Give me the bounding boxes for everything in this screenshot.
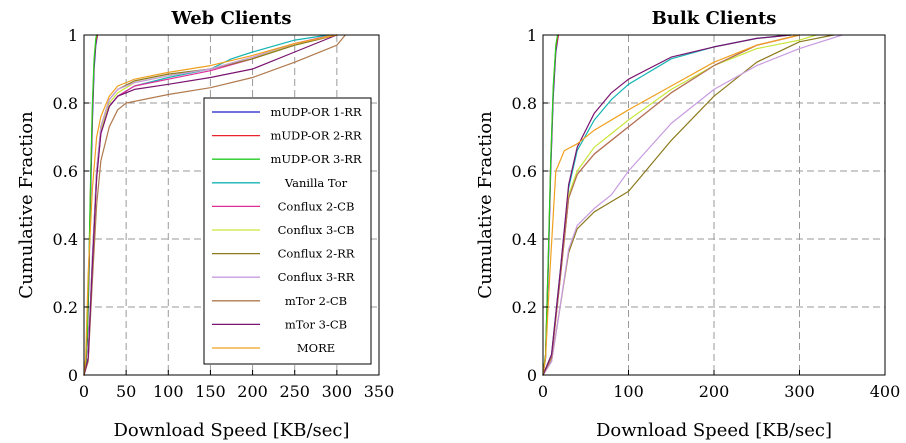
series-line-mtor-2-cb bbox=[83, 34, 346, 376]
y-tick-label: 0 bbox=[527, 366, 537, 385]
x-tick-label: 300 bbox=[784, 382, 815, 401]
y-tick-label: 0.2 bbox=[512, 298, 537, 317]
legend: mUDP-OR 1-RR mUDP-OR 2-RR mUDP-OR 3-RR Vani… bbox=[203, 97, 372, 365]
x-tick-label: 300 bbox=[322, 382, 353, 401]
legend-entry-label: mUDP-OR 2-RR bbox=[270, 129, 361, 143]
x-tick-label: 350 bbox=[364, 382, 395, 401]
series-line-mtor-3-cb bbox=[542, 34, 792, 376]
chart-title: Bulk Clients bbox=[652, 8, 777, 29]
y-tick-label: 0.4 bbox=[512, 230, 537, 249]
x-tick-label: 100 bbox=[153, 382, 184, 401]
series-line-conflux-3-cb bbox=[542, 34, 818, 376]
y-tick-label: 0.8 bbox=[512, 94, 537, 113]
series-line-mudp-or-2-rr bbox=[542, 34, 559, 376]
series-line-mtor-3-cb bbox=[83, 34, 338, 376]
legend-entry-label: mTor 3-CB bbox=[285, 317, 347, 331]
x-axis-label: Download Speed [KB/sec] bbox=[596, 420, 832, 441]
x-tick-label: 100 bbox=[613, 382, 644, 401]
y-tick-label: 0.6 bbox=[512, 162, 537, 181]
y-axis-label: Cumulative Fraction bbox=[16, 111, 37, 299]
x-tick-label: 50 bbox=[116, 382, 136, 401]
chart-bulk-clients: 0 100 200 300 400 0 0.2 0.4 0.6 0.8 1 Bulk Clients D… bbox=[475, 8, 900, 441]
y-tick-label: 0 bbox=[68, 366, 78, 385]
series-line-more bbox=[542, 34, 801, 376]
legend-entry-label: Conflux 2-RR bbox=[278, 247, 355, 261]
plot-frame bbox=[83, 34, 380, 376]
series-line-mtor-2-cb bbox=[542, 34, 801, 376]
legend-entry-label: Conflux 3-RR bbox=[278, 270, 355, 284]
y-axis-label: Cumulative Fraction bbox=[475, 111, 496, 299]
series-line-conflux-3-rr bbox=[542, 34, 843, 376]
legend-entry-label: MORE bbox=[297, 341, 335, 355]
legend-entry-label: Vanilla Tor bbox=[284, 176, 348, 190]
series-line-mudp-or-1-rr bbox=[542, 34, 559, 376]
y-tick-label: 0.4 bbox=[53, 230, 78, 249]
y-tick-label: 0.8 bbox=[53, 94, 78, 113]
y-tick-label: 1 bbox=[527, 26, 537, 45]
y-tick-label: 0.2 bbox=[53, 298, 78, 317]
x-axis-label: Download Speed [KB/sec] bbox=[114, 420, 350, 441]
series-line-conflux-2-rr bbox=[542, 34, 835, 376]
x-tick-label: 150 bbox=[195, 382, 226, 401]
x-tick-label: 0 bbox=[538, 382, 548, 401]
y-tick-label: 0.6 bbox=[53, 162, 78, 181]
legend-entry-label: mUDP-OR 3-RR bbox=[270, 152, 361, 166]
x-tick-label: 200 bbox=[237, 382, 268, 401]
legend-entry-label: Conflux 3-CB bbox=[278, 223, 355, 237]
x-tick-label: 0 bbox=[79, 382, 89, 401]
x-tick-label: 400 bbox=[870, 382, 901, 401]
x-tick-label: 200 bbox=[699, 382, 730, 401]
legend-entry-label: mUDP-OR 1-RR bbox=[270, 105, 361, 119]
x-tick-label: 250 bbox=[279, 382, 310, 401]
legend-entry-label: mTor 2-CB bbox=[285, 294, 347, 308]
series-line-more bbox=[83, 34, 338, 376]
chart-title: Web Clients bbox=[170, 8, 291, 29]
chart-web-clients: 0 50 100 150 200 250 300 350 0 0.2 0.4 0.6 0.8 1 Web C… bbox=[16, 8, 394, 441]
series-line-vanilla-tor bbox=[542, 34, 792, 376]
y-tick-label: 1 bbox=[68, 26, 78, 45]
legend-entry-label: Conflux 2-CB bbox=[278, 199, 355, 213]
legend-box bbox=[203, 97, 372, 365]
